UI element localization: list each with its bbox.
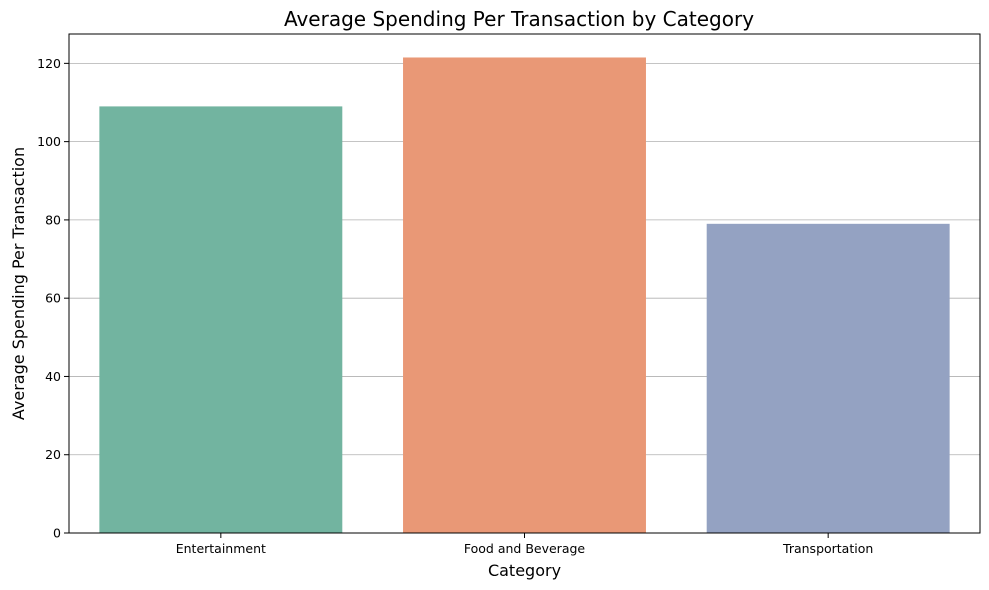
y-tick-label: 20 [45,447,61,462]
y-tick-label: 100 [37,134,61,149]
y-tick-label: 40 [45,369,61,384]
y-tick-label: 60 [45,291,61,306]
x-tick-label: Transportation [782,541,873,556]
y-axis-label: Average Spending Per Transaction [9,147,28,420]
y-tick-label: 80 [45,212,61,227]
bar-food-and-beverage [403,57,646,533]
x-tick-label: Food and Beverage [464,541,586,556]
y-axis-ticks: 0 20 40 60 80 100 120 [37,56,69,541]
x-axis-ticks: Entertainment Food and Beverage Transporta… [176,533,873,556]
bars [99,57,950,534]
bar-transportation [706,223,950,534]
bar-entertainment [99,106,343,533]
y-tick-label: 0 [53,526,61,541]
x-tick-label: Entertainment [176,541,266,556]
chart-title: Average Spending Per Transaction by Cate… [284,7,754,31]
y-tick-label: 120 [37,56,61,71]
x-axis-label: Category [488,561,561,580]
